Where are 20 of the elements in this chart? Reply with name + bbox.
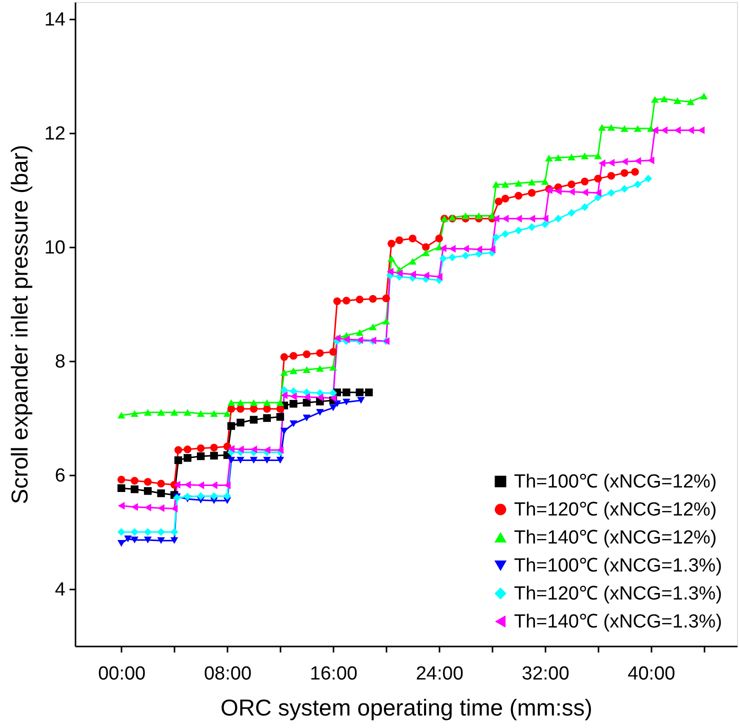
y-tick-label: 4 [54, 580, 66, 601]
legend-label: Th=100℃ (xNCG=1.3%) [514, 556, 722, 576]
y-axis-title: Scroll expander inlet pressure (bar) [6, 144, 32, 504]
legend-label: Th=100℃ (xNCG=12%) [514, 472, 717, 492]
legend-label: Th=140℃ (xNCG=12%) [514, 528, 717, 548]
y-tick-label: 10 [44, 238, 66, 259]
legend-label: Th=120℃ (xNCG=1.3%) [514, 584, 722, 604]
x-tick-label: 16:00 [310, 664, 358, 684]
x-tick-label: 00:00 [98, 664, 146, 684]
y-tick-label: 14 [44, 10, 66, 31]
x-tick-label: 40:00 [628, 664, 676, 684]
y-tick-label: 12 [44, 124, 66, 145]
x-tick-label: 24:00 [416, 664, 464, 684]
x-tick-label: 08:00 [204, 664, 252, 684]
y-tick-label: 6 [54, 466, 66, 487]
x-axis-title: ORC system operating time (mm:ss) [220, 694, 592, 720]
x-tick-label: 32:00 [522, 664, 570, 684]
legend-label: Th=140℃ (xNCG=1.3%) [514, 612, 722, 632]
y-tick-label: 8 [54, 352, 66, 373]
legend-label: Th=120℃ (xNCG=12%) [514, 500, 717, 520]
